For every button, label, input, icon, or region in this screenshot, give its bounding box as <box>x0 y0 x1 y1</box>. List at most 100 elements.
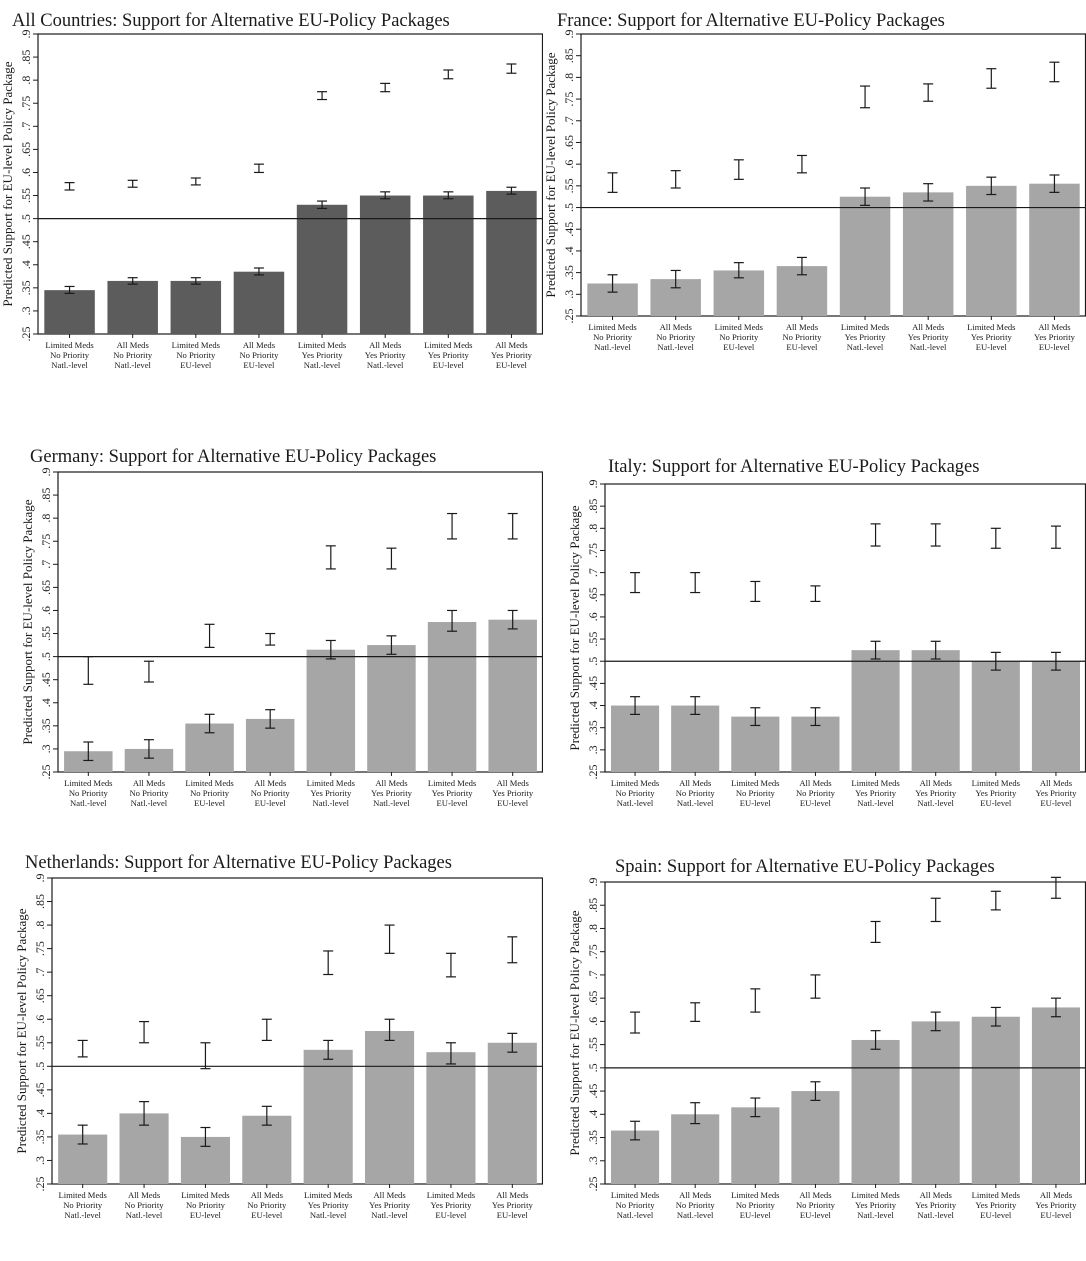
y-tick-label: .25 <box>39 765 53 780</box>
x-tick-label: Natl.-level <box>371 1210 408 1220</box>
upper-error-bar <box>143 660 154 683</box>
upper-error-bar <box>204 623 215 648</box>
upper-error-bar <box>750 988 761 1013</box>
y-axis-label: Predicted Support for EU-level Policy Pa… <box>543 52 558 297</box>
upper-error-bar <box>190 177 201 186</box>
bar-error-bar <box>870 1030 881 1050</box>
x-tick-label: Limited Meds <box>611 1190 660 1200</box>
y-tick-label: .6 <box>33 1015 47 1024</box>
x-tick-label: Natl.-level <box>847 342 884 352</box>
bar <box>124 748 174 772</box>
y-tick-label: .8 <box>19 76 33 85</box>
bar <box>107 280 158 334</box>
y-tick-label: .75 <box>562 92 576 107</box>
bar-error-bar <box>923 183 934 202</box>
chart-svg: France: Support for Alternative EU-Polic… <box>543 11 1086 352</box>
y-tick-label: .75 <box>19 96 33 111</box>
upper-error-bar <box>796 154 807 174</box>
y-tick-label: .6 <box>19 168 33 177</box>
bar-error-bar <box>860 187 871 206</box>
y-tick-label: .25 <box>586 1177 600 1192</box>
x-tick-label: No Priority <box>176 350 216 360</box>
x-tick-label: No Priority <box>125 1200 165 1210</box>
y-tick-label: .45 <box>562 222 576 237</box>
x-tick-label: Yes Priority <box>855 788 897 798</box>
x-tick-label: Limited Meds <box>64 778 113 788</box>
chart-panel-france: France: Support for Alternative EU-Polic… <box>543 0 1086 400</box>
bar-error-bar <box>325 639 336 660</box>
x-tick-label: Natl.-level <box>677 798 714 808</box>
bar <box>731 1107 780 1184</box>
x-tick-label: Yes Priority <box>310 788 352 798</box>
bar <box>911 1021 960 1184</box>
x-tick-label: No Priority <box>50 350 90 360</box>
x-tick-label: Natl.-level <box>51 360 88 370</box>
x-tick-label: EU-level <box>251 1210 283 1220</box>
bar-error-bar <box>200 1126 211 1147</box>
bar-error-bar <box>445 1042 456 1065</box>
bar-error-bar <box>930 640 941 660</box>
y-tick-label: .6 <box>39 606 53 615</box>
x-tick-label: EU-level <box>194 798 226 808</box>
x-tick-label: EU-level <box>180 360 212 370</box>
upper-error-bar <box>200 1042 211 1070</box>
y-tick-label: .35 <box>19 280 33 295</box>
upper-error-bar <box>386 547 397 570</box>
upper-error-bar <box>253 163 264 174</box>
x-tick-label: No Priority <box>676 788 716 798</box>
y-tick-label: .35 <box>586 720 600 735</box>
x-tick-label: No Priority <box>796 1200 836 1210</box>
x-tick-label: Limited Meds <box>611 778 660 788</box>
y-tick-label: .85 <box>33 894 47 909</box>
upper-error-bar <box>930 897 941 923</box>
x-tick-label: Yes Priority <box>845 332 887 342</box>
y-tick-label: .7 <box>33 968 47 977</box>
bar-error-bar <box>204 713 215 734</box>
y-tick-label: .55 <box>33 1035 47 1050</box>
x-tick-label: Yes Priority <box>302 350 344 360</box>
y-axis-label: Predicted Support for EU-level Policy Pa… <box>14 908 29 1153</box>
y-tick-label: .7 <box>19 122 33 131</box>
y-tick-label: .3 <box>19 306 33 315</box>
x-tick-label: Limited Meds <box>298 340 347 350</box>
upper-error-bar <box>990 527 1001 549</box>
y-tick-label: .3 <box>562 290 576 299</box>
y-tick-label: .6 <box>562 160 576 169</box>
y-tick-label: .35 <box>586 1130 600 1145</box>
y-tick-label: .7 <box>586 970 600 979</box>
bar-error-bar <box>506 186 517 195</box>
bar <box>306 649 356 772</box>
x-tick-label: All Meds <box>660 322 693 332</box>
x-tick-label: Natl.-level <box>657 342 694 352</box>
y-tick-label: .45 <box>586 1084 600 1099</box>
y-tick-label: .5 <box>33 1062 47 1071</box>
bar <box>486 190 537 334</box>
chart-svg: Netherlands: Support for Alternative EU-… <box>14 853 544 1220</box>
x-tick-label: EU-level <box>255 798 287 808</box>
y-tick-label: .25 <box>19 327 33 342</box>
bar-error-bar <box>139 1101 150 1126</box>
y-tick-label: .3 <box>586 745 600 754</box>
x-tick-label: All Meds <box>920 778 953 788</box>
bar-error-bar <box>1049 174 1060 193</box>
y-tick-label: .8 <box>562 73 576 82</box>
x-tick-label: Yes Priority <box>1035 788 1077 798</box>
x-tick-label: Yes Priority <box>432 788 474 798</box>
x-tick-label: Yes Priority <box>428 350 470 360</box>
y-tick-label: .55 <box>586 1037 600 1052</box>
bar-error-bar <box>733 262 744 279</box>
y-tick-label: .4 <box>19 260 33 269</box>
bar-error-bar <box>990 651 1001 671</box>
chart-title: Germany: Support for Alternative EU-Poli… <box>30 447 436 467</box>
bar <box>971 1016 1020 1184</box>
y-tick-label: .3 <box>33 1156 47 1165</box>
bar-error-bar <box>83 741 94 762</box>
x-tick-label: Yes Priority <box>365 350 407 360</box>
x-tick-label: All Meds <box>786 322 819 332</box>
chart-title: France: Support for Alternative EU-Polic… <box>557 11 945 31</box>
chart-svg: Germany: Support for Alternative EU-Poli… <box>20 447 544 808</box>
y-tick-label: .4 <box>586 1110 600 1119</box>
x-tick-label: Yes Priority <box>491 350 533 360</box>
y-tick-label: .55 <box>19 188 33 203</box>
bar <box>611 705 660 772</box>
